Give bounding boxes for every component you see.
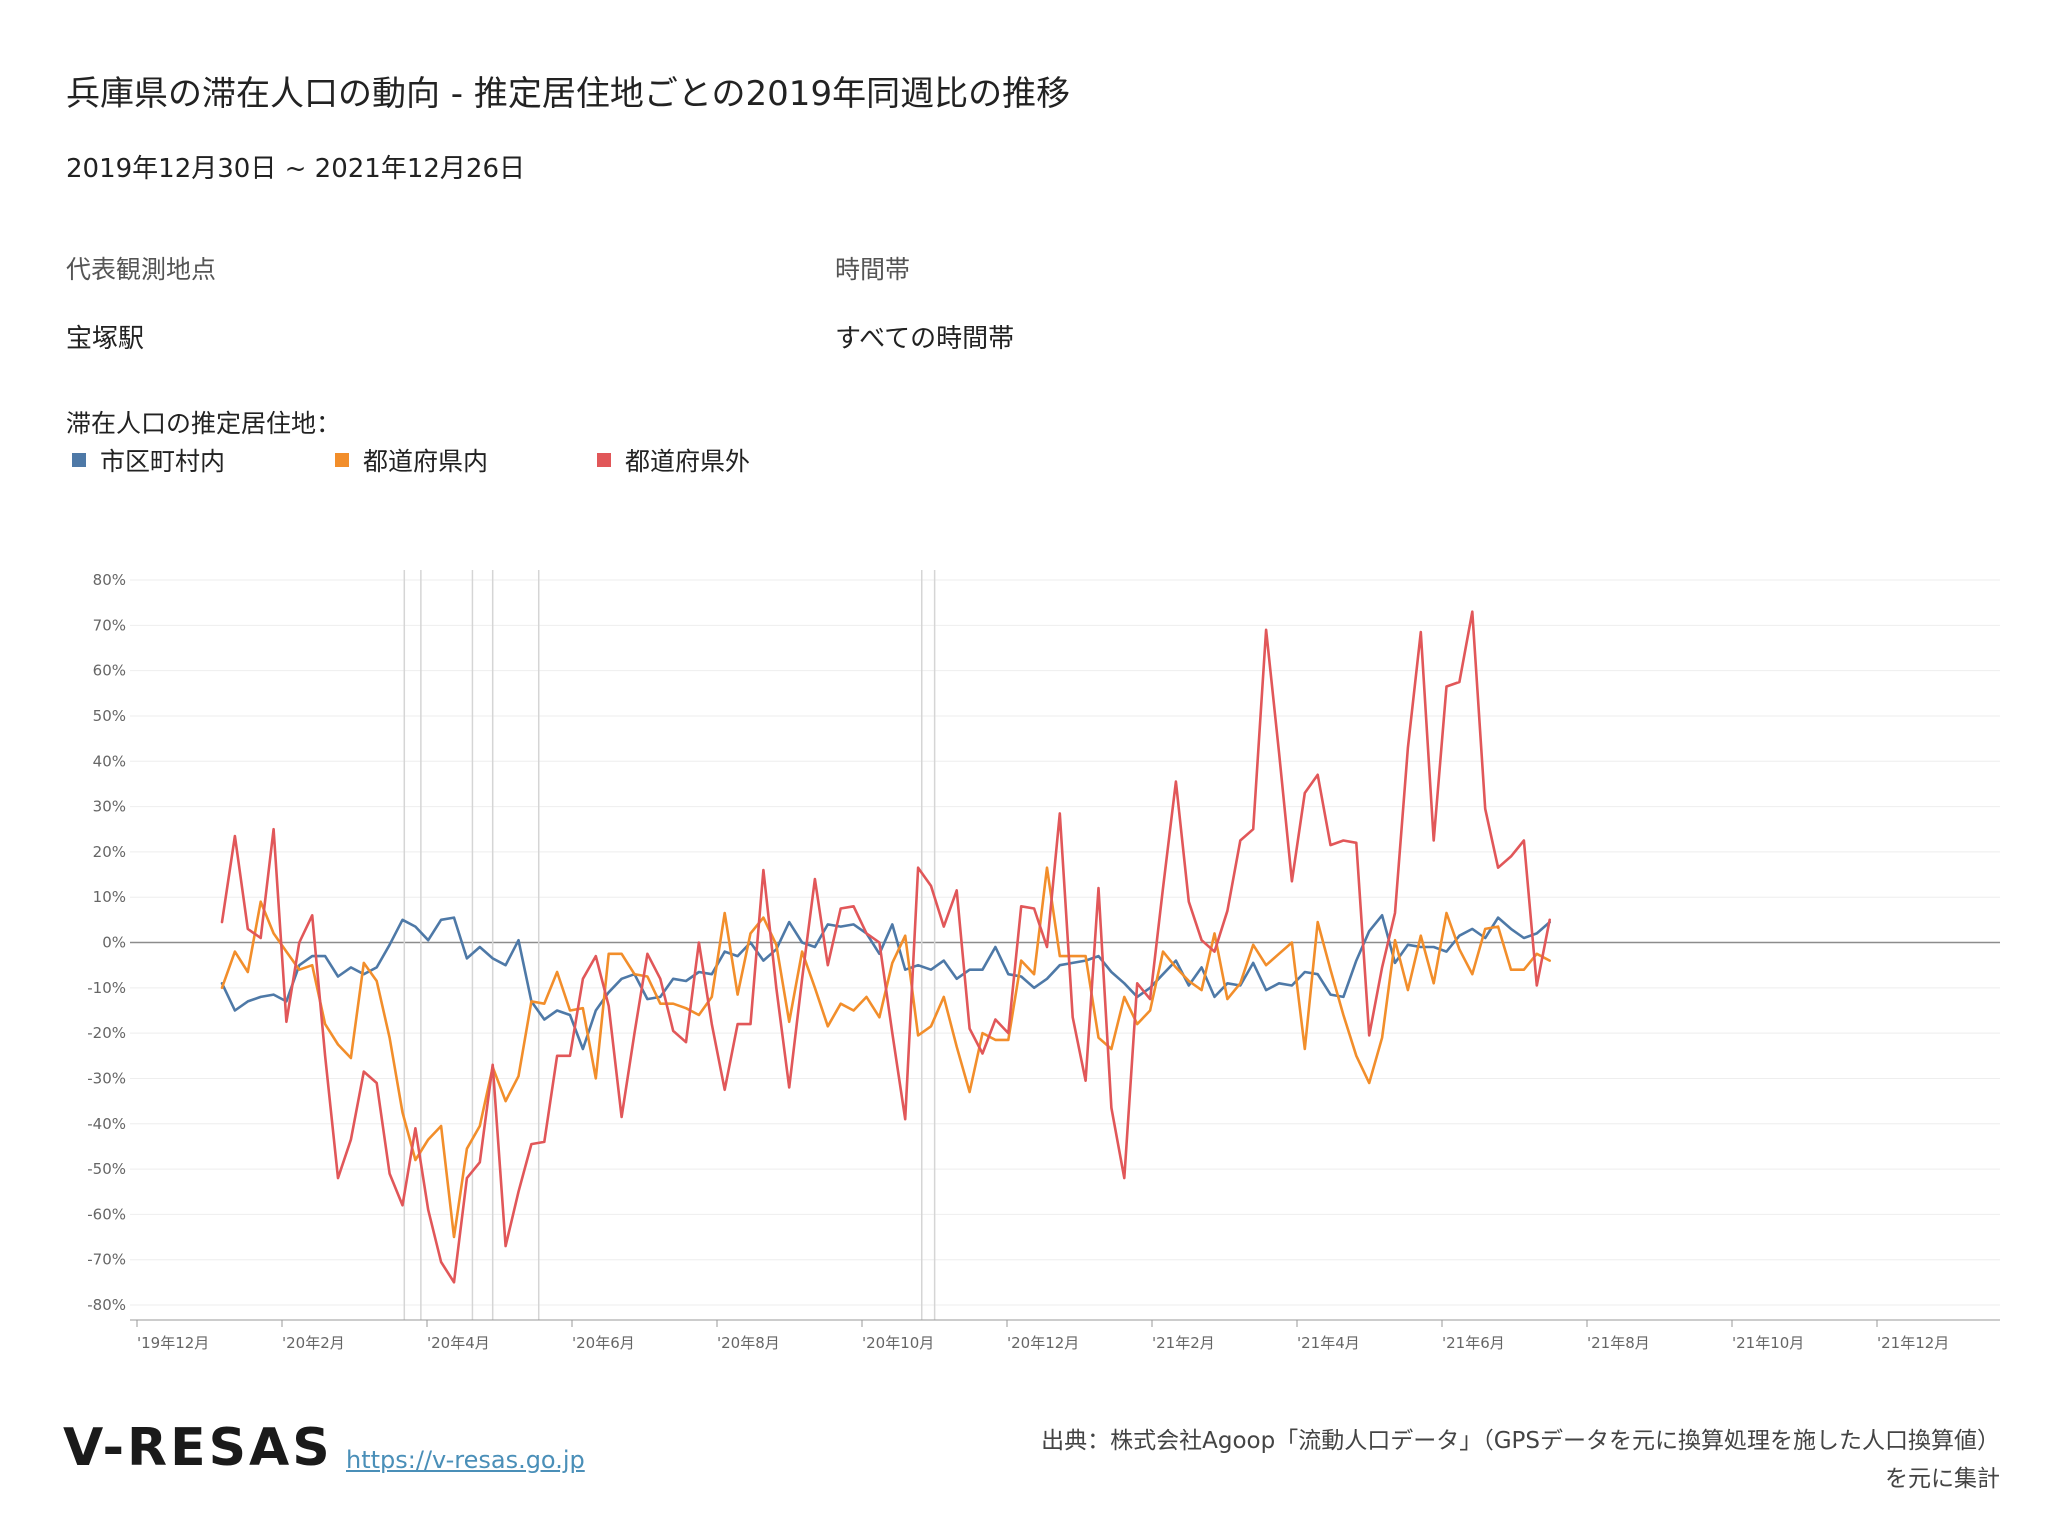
legend-item-municipality[interactable]: 市区町村内: [72, 442, 225, 478]
legend-item-prefecture-out[interactable]: 都道府県外: [597, 442, 750, 478]
source-line-2: を元に集計: [1885, 1466, 2000, 1492]
page-title: 兵庫県の滞在人口の動向 - 推定居住地ごとの2019年同週比の推移: [66, 74, 1071, 114]
y-tick-label: -80%: [87, 1296, 126, 1314]
x-tick-label: '21年12月: [1877, 1334, 1949, 1352]
x-tick-label: '21年8月: [1587, 1334, 1650, 1352]
legend-label: 都道府県内: [363, 447, 489, 476]
time-label: 時間帯: [835, 255, 911, 284]
legend-swatch: [72, 453, 86, 467]
source-line-1: 出典：株式会社Agoop「流動人口データ」（GPSデータを元に換算処理を施した人…: [1041, 1428, 2000, 1454]
series-line-0: [220, 913, 1551, 1051]
y-tick-label: 80%: [93, 571, 126, 589]
y-tick-label: -30%: [87, 1069, 126, 1087]
y-tick-label: 50%: [93, 707, 126, 725]
legend-item-prefecture-in[interactable]: 都道府県内: [335, 442, 488, 478]
x-tick-label: '21年6月: [1442, 1334, 1505, 1352]
y-tick-label: -10%: [87, 979, 126, 997]
y-tick-label: -70%: [87, 1251, 126, 1269]
y-tick-label: -60%: [87, 1205, 126, 1223]
x-tick-label: '20年4月: [427, 1334, 490, 1352]
x-tick-label: '21年4月: [1297, 1334, 1360, 1352]
series-line-2: [220, 610, 1551, 1284]
location-select[interactable]: 宝塚駅: [66, 324, 145, 354]
line-chart[interactable]: 80% 70% 60% 50% 40% 30% 20% 10% 0% -10% -20% -30% -4…: [0, 540, 2048, 1360]
y-tick-label: 0%: [102, 934, 126, 952]
y-tick-label: -50%: [87, 1160, 126, 1178]
y-tick-label: 60%: [93, 662, 126, 680]
y-tick-label: 70%: [93, 616, 126, 634]
x-tick-label: '19年12月: [137, 1334, 209, 1352]
source-note: 出典：株式会社Agoop「流動人口データ」（GPSデータを元に換算処理を施した人…: [1041, 1422, 2000, 1498]
y-tick-label: 10%: [93, 888, 126, 906]
x-tick-label: '20年12月: [1007, 1334, 1079, 1352]
x-tick-label: '20年6月: [572, 1334, 635, 1352]
location-label: 代表観測地点: [66, 255, 217, 284]
x-tick-label: '20年2月: [282, 1334, 345, 1352]
y-tick-label: -20%: [87, 1024, 126, 1042]
y-tick-label: 30%: [93, 798, 126, 816]
legend-swatch: [597, 453, 611, 467]
time-select[interactable]: すべての時間帯: [835, 324, 1015, 354]
x-tick-label: '21年10月: [1732, 1334, 1804, 1352]
legend-label: 都道府県外: [625, 447, 751, 476]
y-tick-label: 20%: [93, 843, 126, 861]
legend-title: 滞在人口の推定居住地：: [66, 409, 342, 438]
y-tick-label: 40%: [93, 752, 126, 770]
legend-label: 市区町村内: [100, 447, 226, 476]
date-range: 2019年12月30日 ~ 2021年12月26日: [66, 154, 525, 184]
legend-swatch: [335, 453, 349, 467]
y-tick-label: -40%: [87, 1115, 126, 1133]
x-tick-label: '20年8月: [717, 1334, 780, 1352]
x-tick-label: '21年2月: [1152, 1334, 1215, 1352]
site-link[interactable]: https://v-resas.go.jp: [346, 1446, 585, 1474]
v-resas-logo: V-RESAS: [63, 1418, 333, 1478]
x-tick-label: '20年10月: [862, 1334, 934, 1352]
